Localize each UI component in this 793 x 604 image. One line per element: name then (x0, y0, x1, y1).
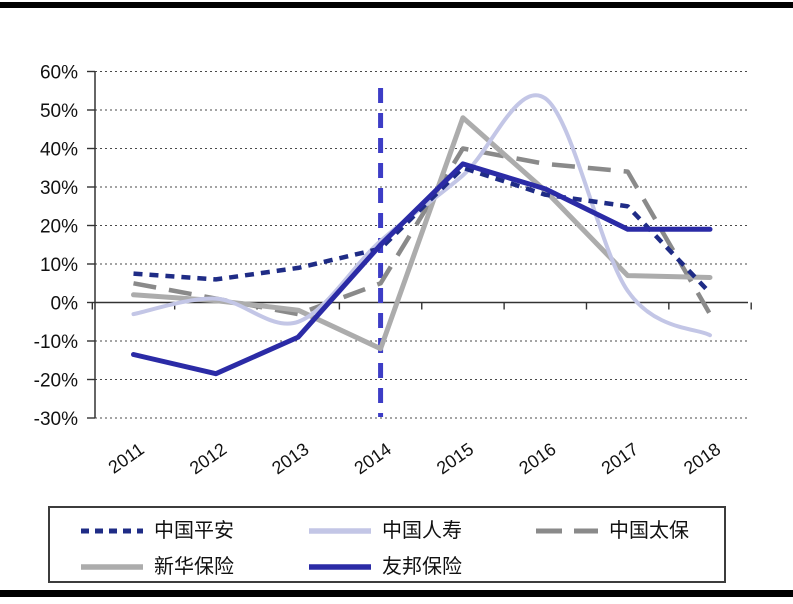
x-axis-label: 2013 (268, 439, 312, 478)
series-line-4 (131, 115, 713, 352)
series-line-3 (133, 146, 712, 317)
y-axis-label: 60% (40, 63, 78, 84)
chart-legend: 中国平安 中国人寿 中国太保新华保险 友邦保险 (48, 506, 726, 583)
legend-line-swatch (536, 528, 598, 534)
series-line-5 (131, 161, 713, 377)
legend-label: 新华保险 (154, 556, 234, 578)
legend-line-swatch (309, 564, 371, 570)
y-axis-label: 0% (51, 294, 79, 315)
legend-label: 中国平安 (154, 520, 234, 542)
bottom-divider (0, 590, 793, 597)
x-axis-label: 2016 (515, 439, 559, 478)
legend-item-5: 友邦保险 (308, 556, 462, 578)
x-axis-label: 2018 (680, 439, 724, 478)
x-axis-label: 2014 (351, 439, 395, 478)
legend-item-2: 中国人寿 (308, 520, 462, 542)
y-axis-label: 50% (40, 101, 78, 122)
top-divider (0, 2, 793, 8)
legend-label: 中国太保 (609, 520, 689, 542)
y-axis-label: 20% (40, 217, 78, 238)
legend-line-swatch (81, 564, 143, 570)
series-line-2 (131, 93, 712, 338)
y-axis-label: 40% (40, 140, 78, 161)
legend-item-4: 新华保险 (80, 556, 234, 578)
plot-area: 60% 50% 40% 30% 20% 10% 0% -10% -20% -30% 2011 2012… (34, 63, 752, 478)
y-axis-label: -10% (34, 332, 78, 353)
x-axis-label: 2017 (598, 439, 642, 478)
legend-item-3: 中国太保 (535, 520, 689, 542)
legend-label: 友邦保险 (382, 556, 462, 578)
x-axis-label: 2015 (433, 439, 477, 478)
legend-item-1: 中国平安 (80, 520, 234, 542)
legend-line-swatch (309, 528, 371, 534)
x-axis-label: 2012 (186, 439, 230, 478)
y-axis-label: 30% (40, 178, 78, 199)
legend-label: 中国人寿 (382, 520, 462, 542)
legend-line-swatch (81, 528, 143, 534)
y-axis-label: -20% (34, 371, 78, 392)
y-axis-label: -30% (34, 409, 78, 430)
line-chart: 60% 50% 40% 30% 20% 10% 0% -10% -20% -30% 2011 2012… (34, 63, 752, 478)
series-line-1 (133, 165, 712, 295)
x-axis-label: 2011 (105, 439, 148, 478)
y-axis-label: 10% (40, 255, 78, 276)
